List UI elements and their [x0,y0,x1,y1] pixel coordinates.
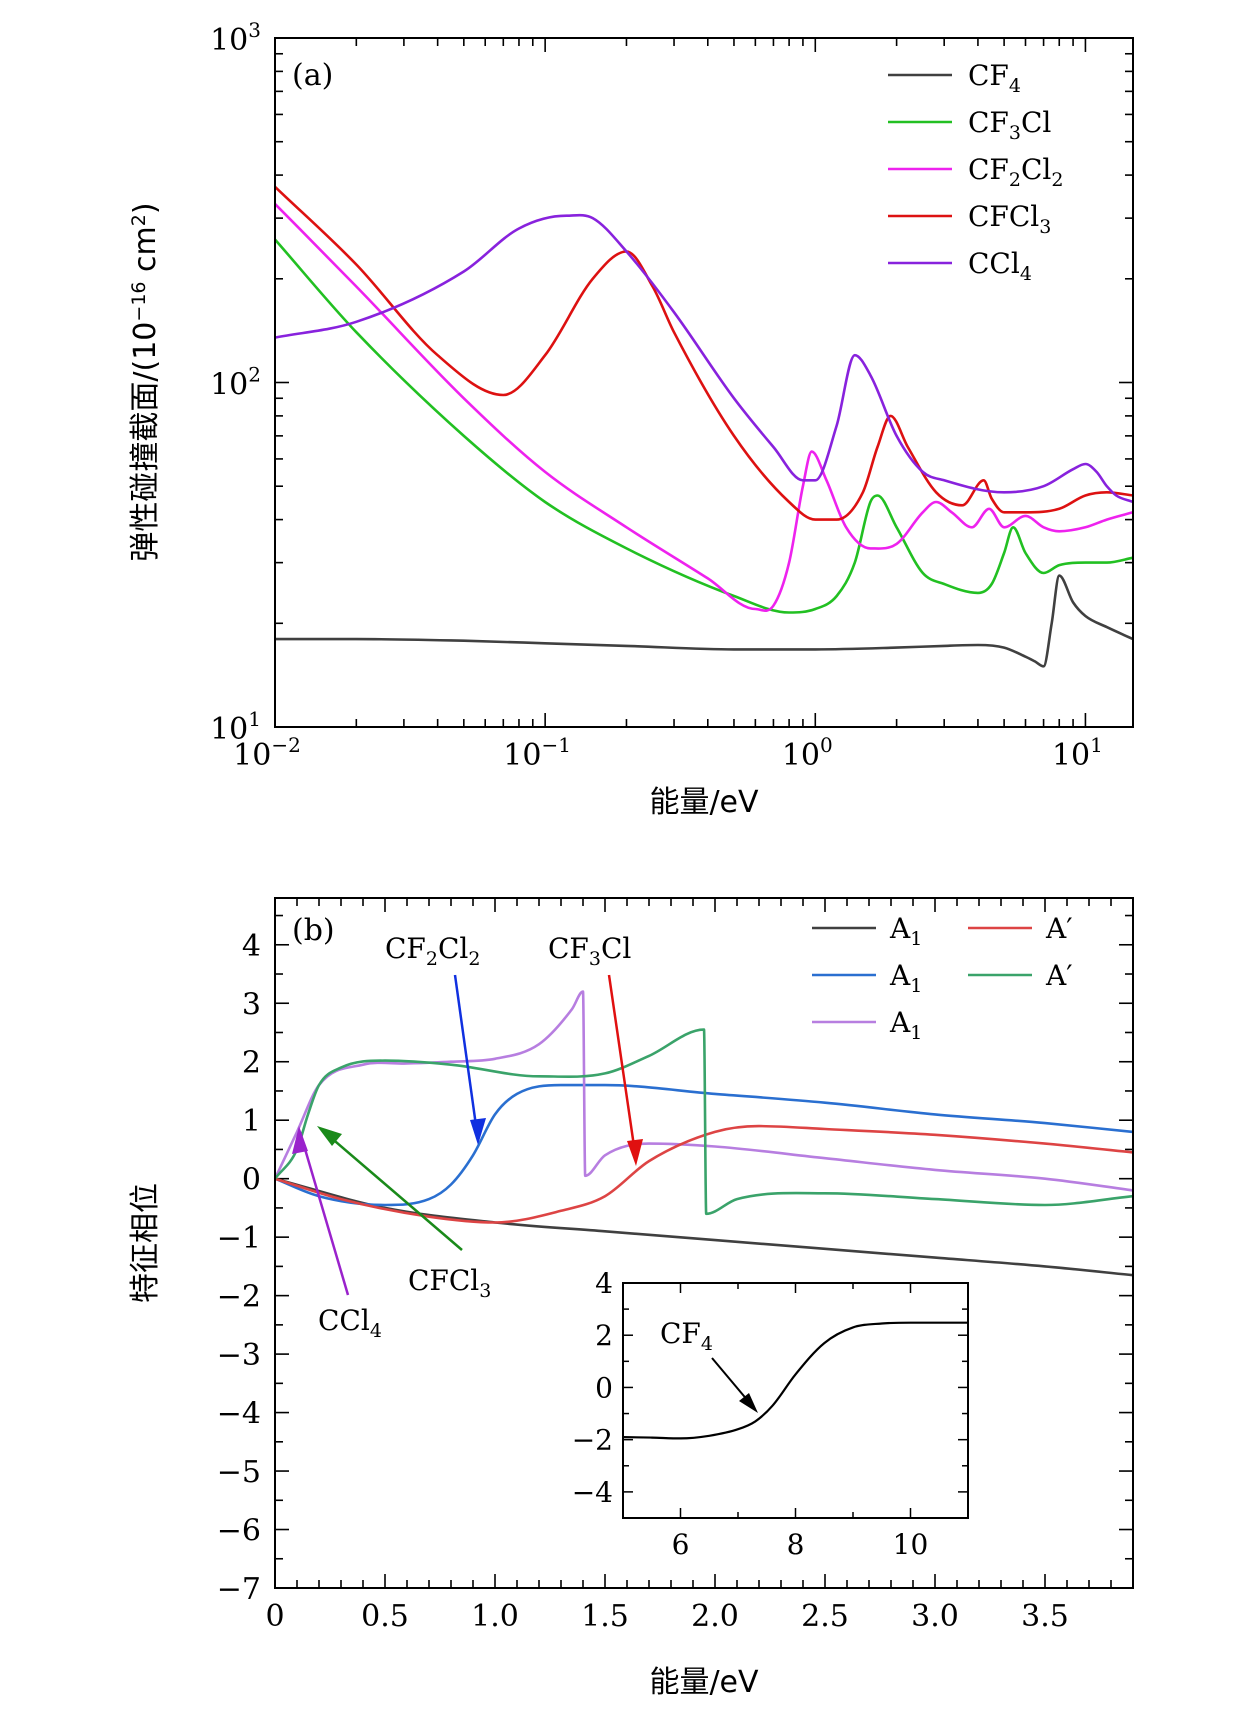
inset-series-line-cf4 [622,1321,968,1440]
panel-b-frame [274,897,1134,1589]
series-line-cf3cl [274,238,1134,614]
series-line-cf2cl2 [274,202,1134,612]
annotation-cf3cl: CF3Cl [548,932,631,970]
panel-b-ytick-label: 2 [242,1046,261,1081]
legend-label-aprime-red: A′ [1045,912,1073,945]
panel-a-lines [274,185,1134,668]
panel-b-ytick-label: 4 [242,929,261,964]
legend-label-cf2cl2: CF2Cl2 [968,153,1063,191]
panel-b-xtick-label: 2.0 [691,1599,739,1634]
panel-b-ylabel: 特征相位 [128,1183,163,1303]
panel-b-ytick-label: −6 [217,1514,261,1549]
inset-ytick-label: −2 [572,1424,613,1457]
panel-b-ytick-label: −5 [217,1455,261,1490]
panel-b-ytick-label: −4 [217,1397,261,1432]
panel-a-legend: CF4 CF3Cl CF2Cl2 CFCl3 CCl4 [888,59,1063,285]
inset-xtick-label: 6 [672,1528,690,1561]
annotation-cf4: CF4 [660,1317,713,1355]
panel-a-ytick-label: 103 [210,18,261,58]
panel-a-frame [274,37,1134,728]
inset-xtick-label: 10 [893,1528,929,1561]
legend-label-a1-purple: A1 [889,1006,922,1044]
panel-b-xtick-label: 0 [265,1599,284,1634]
panel-b-xtick-label: 3.0 [911,1599,959,1634]
series-line-a-3 [274,1124,1134,1224]
panel-b-xlabel: 能量/eV [649,1665,759,1700]
arrowhead-cfcl3 [317,1126,342,1146]
panel-b-ytick-label: −1 [217,1221,261,1256]
panel-a-label: (a) [292,58,333,93]
panel-b-xtick-label: 1.0 [471,1599,519,1634]
panel-b: (b) 0 0.5 1.0 1.5 2.0 2.5 3.0 3.5 −7 −6 −5 −4 −3 −2 −1… [128,897,1134,1700]
annotation-ccl4: CCl4 [318,1304,382,1342]
inset-ytick-label: −4 [572,1476,613,1509]
panel-b-ytick-label: −2 [217,1280,261,1315]
arrowhead-cf2cl2 [470,1118,486,1145]
panel-a-ticks [274,38,1133,728]
panel-b-xtick-label: 3.5 [1021,1599,1069,1634]
legend-label-cf4: CF4 [968,59,1021,97]
panel-a-ytick-label: 101 [210,707,261,747]
series-line-a-4 [273,1028,1134,1216]
series-line-a1-0 [274,1177,1134,1277]
annotation-cf2cl2: CF2Cl2 [385,932,480,970]
panel-b-legend: A1 A1 A1 A′ A′ [812,912,1073,1044]
series-line-a1-1 [274,1083,1134,1207]
panel-b-inset: 6 8 10 4 2 0 −2 −4 CF4 [572,1267,969,1561]
arrowhead-cf4 [739,1393,758,1413]
inset-ytick-label: 4 [595,1267,613,1300]
panel-a-tick-labels: 10−2 10−1 100 101 101 102 103 [210,18,1103,773]
arrow-ccl4 [298,1131,350,1296]
series-line-cfcl3 [274,185,1134,521]
legend-label-a1-blue: A1 [889,959,922,997]
panel-b-ytick-label: 0 [242,1163,261,1198]
panel-a-xlabel: 能量/eV [649,785,759,820]
panel-b-annotations: CF2Cl2 CF3Cl CFCl3 CCl4 [292,932,643,1342]
panel-a-ytick-label: 102 [210,363,261,403]
panel-b-xtick-label: 2.5 [801,1599,849,1634]
panel-b-ytick-label: 3 [242,987,261,1022]
legend-label-cfcl3: CFCl3 [968,200,1051,238]
panel-b-lines [273,990,1134,1277]
series-line-ccl4 [274,213,1134,504]
inset-tick-labels: 6 8 10 4 2 0 −2 −4 [572,1267,929,1561]
panel-b-ytick-label: −7 [217,1572,261,1607]
arrowhead-ccl4 [292,1126,308,1154]
arrowhead-cf3cl [627,1139,643,1166]
panel-b-xtick-label: 0.5 [361,1599,409,1634]
series-line-cf4 [275,574,1134,668]
panel-b-ytick-label: 1 [242,1104,261,1139]
arrow-cf3cl [607,974,638,1161]
panel-b-xtick-label: 1.5 [581,1599,629,1634]
panel-a-xtick-label: 101 [1052,733,1103,773]
legend-label-aprime-green: A′ [1045,959,1073,992]
legend-label-a1-black: A1 [889,912,922,950]
annotation-cfcl3: CFCl3 [408,1264,491,1302]
panel-a-xtick-label: 10−2 [233,733,301,773]
inset-frame [622,1282,969,1519]
series-line-a1-2 [273,990,1134,1192]
panel-b-tick-labels: 0 0.5 1.0 1.5 2.0 2.5 3.0 3.5 −7 −6 −5 −4 −3 −2 −1 0 1 2 3… [217,929,1069,1634]
arrow-cf2cl2 [453,974,480,1141]
inset-ytick-label: 0 [595,1371,613,1404]
inset-xtick-label: 8 [787,1528,805,1561]
panel-b-label: (b) [292,913,335,948]
inset-lines [622,1321,968,1440]
panel-a-xtick-label: 10−1 [503,733,571,773]
panel-b-ytick-label: −3 [217,1338,261,1373]
panel-a: (a) 10−2 10−1 100 101 101 102 103 CF4 CF3Cl CF… [128,18,1134,820]
legend-label-cf3cl: CF3Cl [968,106,1051,144]
inset-ytick-label: 2 [595,1319,613,1352]
panel-a-xtick-label: 100 [782,733,833,773]
arrow-cfcl3 [321,1129,463,1251]
legend-label-ccl4: CCl4 [968,247,1032,285]
panel-a-ylabel: 弹性碰撞截面/(10−16 cm2) [128,202,163,561]
